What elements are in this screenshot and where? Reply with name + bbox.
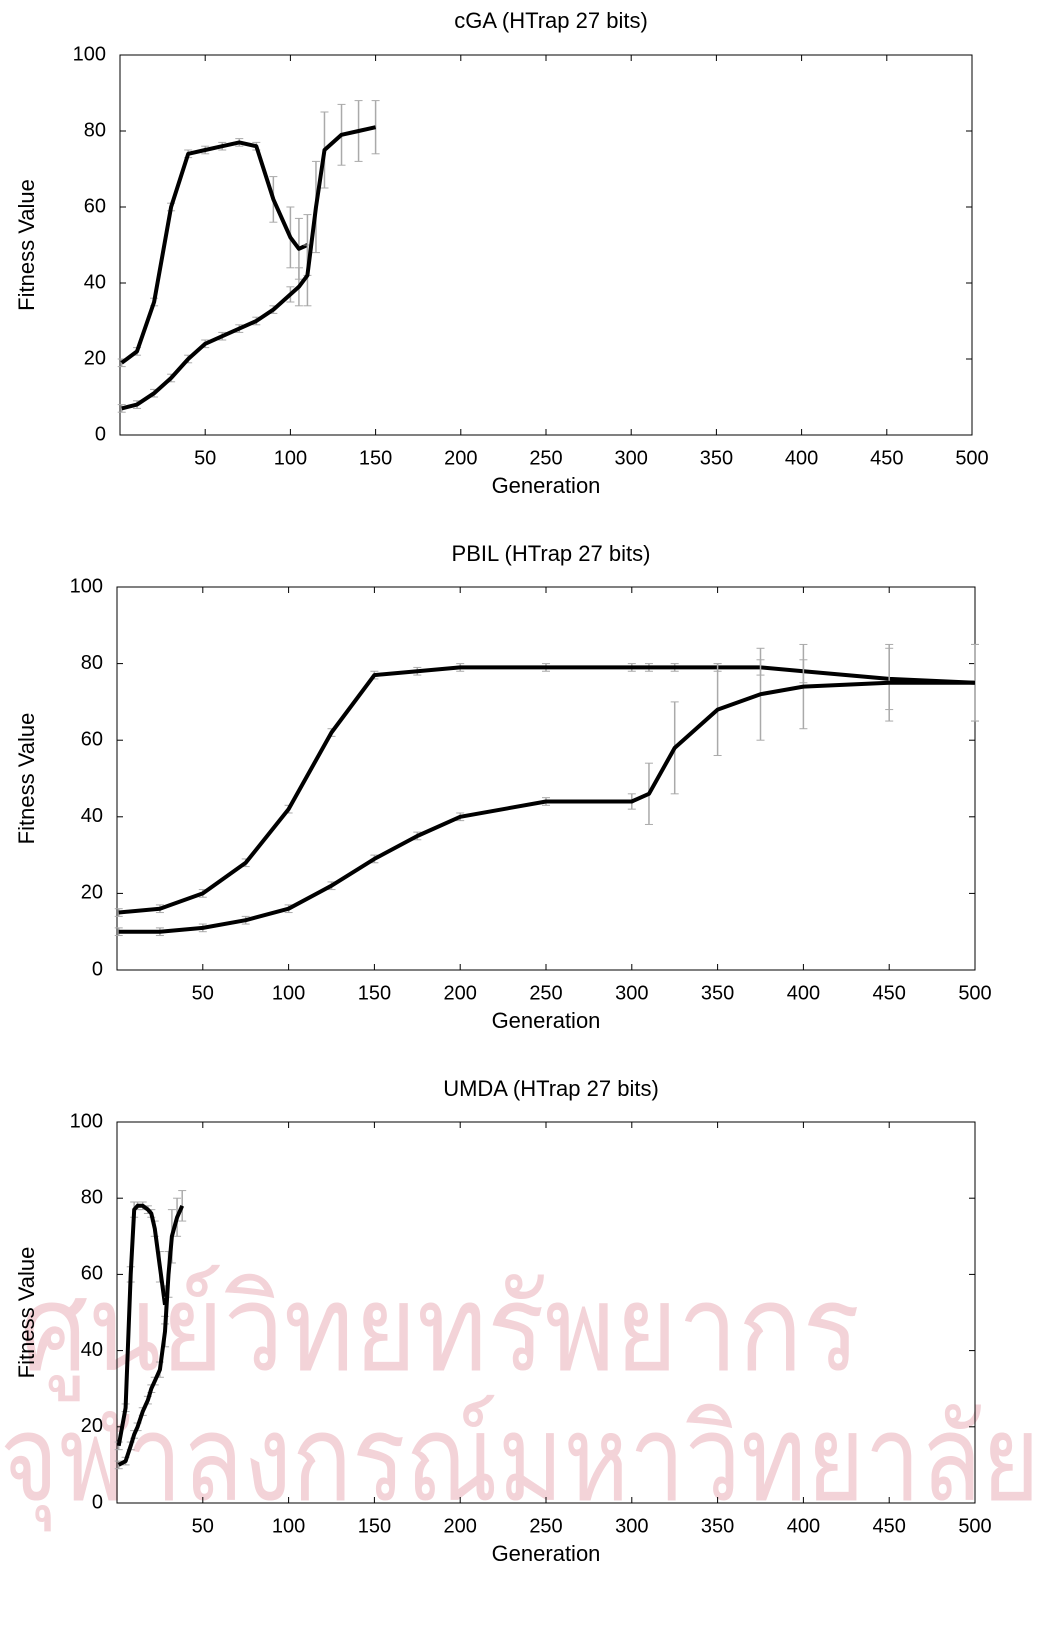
y-tick-label: 20 <box>81 882 103 904</box>
y-tick-label: 60 <box>81 728 103 750</box>
x-tick-label: 400 <box>787 1515 820 1537</box>
x-tick-label: 50 <box>192 982 214 1004</box>
x-tick-label: 400 <box>787 982 820 1004</box>
x-tick-label: 250 <box>529 447 562 469</box>
y-axis-label: Fitness Value <box>14 1247 39 1379</box>
y-tick-label: 100 <box>73 43 106 65</box>
watermark: ศูนย์วิทยทรัพยากร จุฬาลงกรณ์มหาวิทยาลัย <box>0 1262 1040 1532</box>
y-tick-label: 80 <box>81 652 103 674</box>
y-tick-label: 0 <box>95 423 106 445</box>
y-tick-label: 100 <box>70 1110 103 1132</box>
x-tick-label: 100 <box>274 447 307 469</box>
x-tick-label: 500 <box>958 982 991 1004</box>
y-axis-label: Fitness Value <box>14 179 39 311</box>
y-tick-label: 0 <box>92 958 103 980</box>
x-axis-label: Generation <box>492 1541 601 1566</box>
chart-title: cGA (HTrap 27 bits) <box>454 8 648 33</box>
x-tick-label: 500 <box>958 1515 991 1537</box>
y-axis-label: Fitness Value <box>14 713 39 845</box>
watermark-text: ศูนย์วิทยทรัพยากร <box>20 1262 860 1401</box>
x-tick-label: 450 <box>873 1515 906 1537</box>
x-tick-label: 100 <box>272 982 305 1004</box>
x-axis-label: Generation <box>492 1008 601 1033</box>
x-tick-label: 200 <box>444 982 477 1004</box>
series-line <box>118 680 975 934</box>
series-line <box>120 140 309 365</box>
y-tick-label: 80 <box>81 1186 103 1208</box>
x-tick-label: 150 <box>358 982 391 1004</box>
chart: UMDA (HTrap 27 bits) Generation Fitness Va… <box>14 1076 992 1566</box>
series-line <box>116 1203 167 1447</box>
y-tick-label: 40 <box>84 271 106 293</box>
chart-title: PBIL (HTrap 27 bits) <box>452 541 651 566</box>
chart-title: UMDA (HTrap 27 bits) <box>443 1076 659 1101</box>
x-tick-label: 200 <box>444 1515 477 1537</box>
x-tick-label: 300 <box>615 1515 648 1537</box>
x-tick-label: 200 <box>444 447 477 469</box>
y-tick-label: 100 <box>70 575 103 597</box>
x-tick-label: 500 <box>955 447 988 469</box>
x-tick-label: 450 <box>873 982 906 1004</box>
x-tick-label: 350 <box>700 447 733 469</box>
x-tick-label: 50 <box>194 447 216 469</box>
x-tick-label: 100 <box>272 1515 305 1537</box>
x-tick-label: 300 <box>615 447 648 469</box>
y-tick-label: 80 <box>84 119 106 141</box>
x-tick-label: 150 <box>359 447 392 469</box>
y-tick-label: 40 <box>81 805 103 827</box>
chart: PBIL (HTrap 27 bits) Generation Fitness Va… <box>14 541 992 1033</box>
y-tick-label: 20 <box>81 1415 103 1437</box>
watermark-text: จุฬาลงกรณ์มหาวิทยาลัย <box>0 1392 1040 1532</box>
x-tick-label: 300 <box>615 982 648 1004</box>
x-tick-label: 400 <box>785 447 818 469</box>
x-tick-label: 250 <box>529 1515 562 1537</box>
x-tick-label: 150 <box>358 1515 391 1537</box>
chart: cGA (HTrap 27 bits) Generation Fitness Val… <box>14 8 989 498</box>
y-tick-label: 0 <box>92 1491 103 1513</box>
x-axis-label: Generation <box>492 473 601 498</box>
series-line <box>117 1204 185 1467</box>
plot-area <box>119 54 973 436</box>
x-tick-label: 350 <box>701 1515 734 1537</box>
x-tick-label: 250 <box>529 982 562 1004</box>
y-tick-label: 40 <box>81 1339 103 1361</box>
y-tick-label: 20 <box>84 347 106 369</box>
x-tick-label: 350 <box>701 982 734 1004</box>
y-tick-label: 60 <box>84 195 106 217</box>
x-tick-label: 450 <box>870 447 903 469</box>
plot-area <box>116 586 976 971</box>
y-tick-label: 60 <box>81 1263 103 1285</box>
x-tick-label: 50 <box>192 1515 214 1537</box>
series-line <box>118 665 976 915</box>
series-line <box>121 125 377 411</box>
